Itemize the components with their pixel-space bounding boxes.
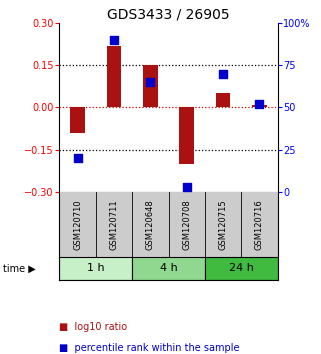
Text: ■  log10 ratio: ■ log10 ratio	[59, 322, 127, 332]
Text: GSM120711: GSM120711	[109, 199, 118, 250]
Point	[221, 71, 226, 76]
Bar	[252, 105, 267, 108]
Text: GSM120715: GSM120715	[219, 199, 228, 250]
Bar	[205, 257, 278, 280]
Text: time ▶: time ▶	[3, 263, 36, 273]
Text: GSM120710: GSM120710	[73, 199, 82, 250]
Text: 1 h: 1 h	[87, 263, 105, 273]
Point	[111, 37, 117, 43]
Point	[257, 101, 262, 107]
Bar	[216, 93, 230, 108]
Bar	[107, 46, 121, 108]
Bar	[70, 108, 85, 133]
Point	[75, 155, 80, 161]
Text: 24 h: 24 h	[229, 263, 254, 273]
Text: GSM120708: GSM120708	[182, 199, 191, 250]
Bar	[132, 257, 205, 280]
Bar	[179, 108, 194, 164]
Text: 4 h: 4 h	[160, 263, 178, 273]
Point	[184, 184, 189, 190]
Title: GDS3433 / 26905: GDS3433 / 26905	[107, 8, 230, 22]
Point	[148, 79, 153, 85]
Bar	[59, 257, 132, 280]
Text: ■  percentile rank within the sample: ■ percentile rank within the sample	[59, 343, 240, 353]
Bar	[143, 65, 158, 108]
Text: GSM120648: GSM120648	[146, 199, 155, 250]
Text: GSM120716: GSM120716	[255, 199, 264, 250]
